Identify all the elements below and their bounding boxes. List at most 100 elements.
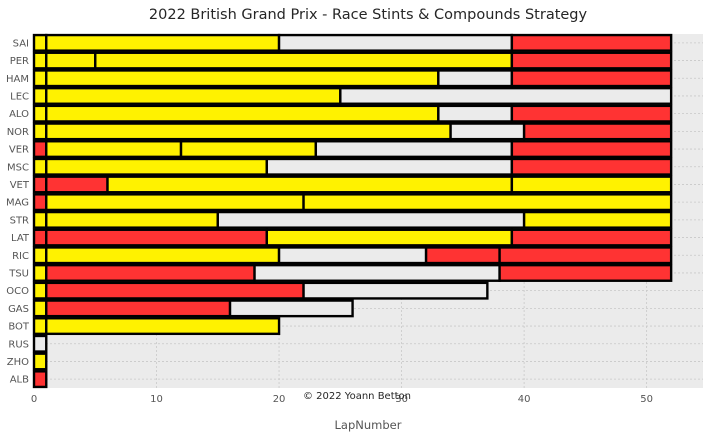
x-tick-label: 20 [273, 394, 286, 405]
driver-label: OCO [6, 286, 29, 297]
stint-bar [45, 69, 440, 88]
stint-bar [228, 299, 354, 318]
driver-label: RIC [12, 251, 29, 262]
driver-label: PER [10, 56, 29, 67]
driver-label: LAT [11, 233, 30, 244]
driver-label: BOT [8, 322, 30, 333]
stint-bar [32, 334, 48, 353]
driver-label: MAG [6, 198, 29, 209]
stint-bar [265, 157, 514, 176]
stint-bar [32, 175, 48, 194]
driver-label: ALO [9, 109, 29, 120]
stint-bars [32, 33, 673, 389]
stint-bar [106, 175, 514, 194]
stint-bar [277, 33, 514, 52]
stint-bar [32, 246, 48, 265]
stint-bar [32, 370, 48, 389]
stint-bar [32, 299, 48, 318]
stint-bar [45, 281, 305, 300]
x-tick-label: 50 [640, 394, 653, 405]
stint-bar [45, 140, 183, 159]
stint-bar [45, 51, 97, 70]
stint-bar [522, 210, 673, 229]
stint-bar [302, 193, 673, 212]
y-axis-ticks: SAI PER HAM LEC ALO NOR VER MSC VET MAG STR LAT RIC T… [6, 38, 30, 385]
stint-bar [45, 122, 452, 141]
stint-bar [216, 210, 526, 229]
driver-label: VET [10, 180, 30, 191]
stint-bar [437, 104, 514, 123]
stint-bar [424, 246, 501, 265]
stint-bar [32, 69, 48, 88]
driver-label: GAS [8, 304, 29, 315]
driver-label: RUS [8, 339, 29, 350]
stint-bar [510, 51, 673, 70]
driver-label: VER [9, 145, 29, 156]
stint-bar [32, 157, 48, 176]
stint-bar [510, 33, 673, 52]
stint-bar [339, 86, 673, 105]
stint-bar [45, 175, 109, 194]
stint-bar [32, 228, 48, 247]
x-tick-label: 10 [150, 394, 163, 405]
stint-bar [32, 140, 48, 159]
stint-bar [265, 228, 514, 247]
x-tick-label: 40 [518, 394, 531, 405]
driver-label: TSU [8, 268, 29, 279]
stint-bar [32, 104, 48, 123]
driver-label: SAI [13, 38, 29, 49]
stint-bar [179, 140, 318, 159]
stint-bar [32, 51, 48, 70]
x-axis-label: LapNumber [335, 418, 402, 432]
stint-bar [510, 228, 673, 247]
stint-bar [32, 263, 48, 282]
stint-bar [45, 246, 281, 265]
x-tick-label: 0 [31, 394, 37, 405]
stint-bar [45, 210, 219, 229]
stint-bar [32, 122, 48, 141]
driver-label: LEC [10, 91, 29, 102]
stint-bar [302, 281, 489, 300]
driver-label: MSC [7, 162, 29, 173]
stint-bar [45, 228, 269, 247]
stint-bar [510, 104, 673, 123]
stint-bar [45, 193, 305, 212]
driver-label: ZHO [7, 357, 29, 368]
driver-label: HAM [6, 74, 29, 85]
stint-bar [449, 122, 526, 141]
stint-bar [314, 140, 514, 159]
stint-bar [45, 157, 269, 176]
stint-bar [498, 263, 673, 282]
chart-title: 2022 British Grand Prix - Race Stints & … [149, 7, 588, 23]
credit-text: © 2022 Yoann Betton [303, 391, 411, 402]
stint-bar [437, 69, 514, 88]
stint-bar [277, 246, 428, 265]
stint-bar [510, 175, 673, 194]
x-axis-ticks: 0 10 20 30 40 50 [31, 394, 653, 405]
stint-bar [253, 263, 501, 282]
stint-bar [32, 86, 48, 105]
stint-bar [32, 317, 48, 336]
stint-bar [510, 69, 673, 88]
stint-bar [32, 352, 48, 371]
stint-bar [45, 33, 281, 52]
driver-label: NOR [7, 127, 29, 138]
stint-bar [522, 122, 673, 141]
stint-bar [45, 263, 256, 282]
stint-bar [45, 104, 440, 123]
stint-bar [32, 281, 48, 300]
stint-bar [510, 140, 673, 159]
stint-bar [510, 157, 673, 176]
stint-bar [32, 193, 48, 212]
stint-bar [94, 51, 514, 70]
stint-bar [45, 86, 342, 105]
driver-label: STR [10, 215, 29, 226]
x-tick-label: 30 [395, 394, 408, 405]
stint-bar [32, 33, 48, 52]
stint-bar [32, 210, 48, 229]
driver-label: ALB [10, 375, 29, 386]
stint-bar [45, 317, 281, 336]
stint-bar [45, 299, 232, 318]
stint-bar [498, 246, 673, 265]
